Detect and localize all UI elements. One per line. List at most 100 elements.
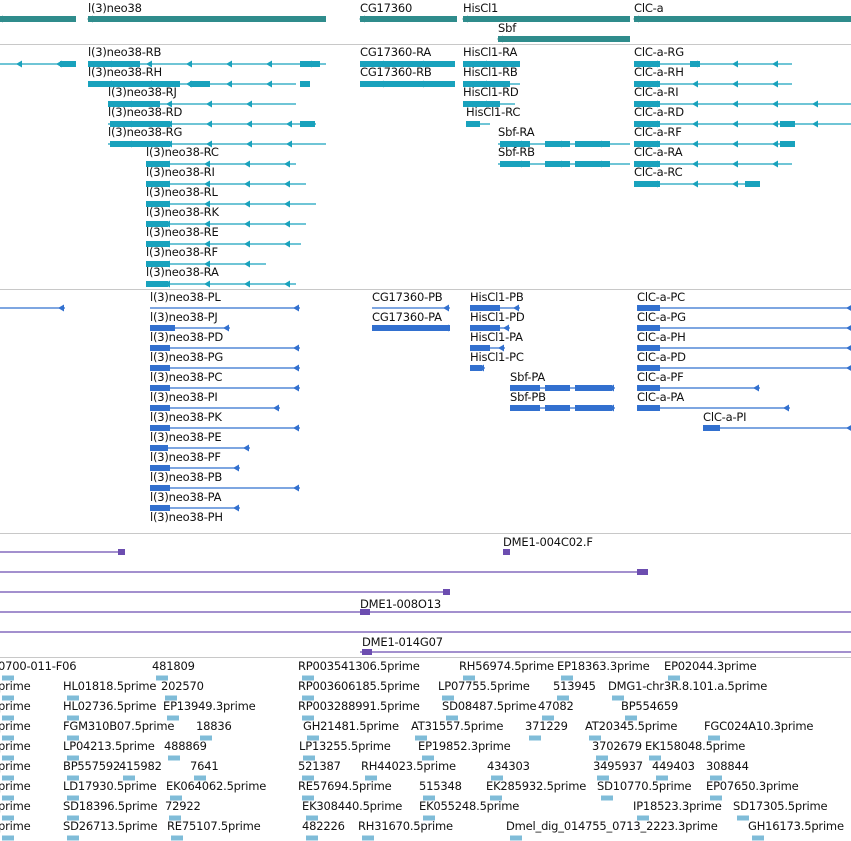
protein-exon[interactable]	[150, 385, 170, 391]
est-label[interactable]: EK064062.5prime	[166, 779, 267, 793]
est-block[interactable]	[649, 755, 661, 761]
est-label[interactable]: RP003606185.5prime	[298, 679, 420, 693]
transcript-label[interactable]: ClC-a-RF	[634, 125, 682, 139]
transcript-label[interactable]: l(3)neo38-RC	[146, 145, 219, 159]
protein-exon[interactable]	[150, 445, 168, 451]
protein-exon[interactable]	[545, 385, 570, 391]
protein-label[interactable]: ClC-a-PD	[637, 350, 686, 364]
est-label[interactable]: 47082	[538, 699, 574, 713]
protein-label[interactable]: ClC-a-PC	[637, 290, 685, 304]
est-block[interactable]	[625, 715, 637, 721]
protein-exon[interactable]	[637, 345, 660, 351]
est-label[interactable]: 308844	[706, 759, 749, 773]
transcript-exon[interactable]	[146, 161, 170, 167]
transcript-label[interactable]: l(3)neo38-RA	[146, 265, 219, 279]
est-block[interactable]	[123, 775, 135, 781]
est-label[interactable]: LD17930.5prime	[63, 779, 157, 793]
transcript-exon[interactable]	[634, 81, 660, 87]
protein-label[interactable]: l(3)neo38-PF	[150, 450, 221, 464]
protein-exon[interactable]	[545, 405, 570, 411]
est-block[interactable]	[302, 775, 314, 781]
gene-label[interactable]: l(3)neo38	[88, 1, 142, 15]
est-block[interactable]	[67, 755, 79, 761]
protein-label[interactable]: HisCl1-PC	[470, 350, 524, 364]
transcript-exon[interactable]	[300, 121, 315, 127]
est-label[interactable]: LP07755.5prime	[438, 679, 530, 693]
gene-bar[interactable]	[634, 16, 851, 22]
est-block[interactable]	[2, 675, 14, 681]
transcript-exon[interactable]	[466, 121, 480, 127]
protein-exon[interactable]	[637, 385, 660, 391]
transcript-label[interactable]: HisCl1-RB	[463, 65, 518, 79]
protein-label[interactable]: HisCl1-PD	[470, 310, 525, 324]
transcript-exon[interactable]	[88, 81, 180, 87]
transcript-exon[interactable]	[634, 181, 660, 187]
protein-exon[interactable]	[470, 325, 500, 331]
est-label[interactable]: 72922	[165, 799, 201, 813]
est-label[interactable]: 449403	[652, 759, 695, 773]
protein-exon[interactable]	[150, 405, 170, 411]
transcript-label[interactable]: CG17360-RB	[360, 65, 432, 79]
protein-exon[interactable]	[150, 345, 170, 351]
est-label[interactable]: LP13255.5prime	[299, 739, 391, 753]
est-label[interactable]: EK285932.5prime	[486, 779, 587, 793]
est-block[interactable]	[423, 815, 435, 821]
est-label[interactable]: IP18523.3prime	[633, 799, 722, 813]
est-block[interactable]	[710, 775, 722, 781]
protein-label[interactable]: l(3)neo38-PE	[150, 430, 222, 444]
protein-label[interactable]: ClC-a-PA	[637, 390, 685, 404]
transcript-exon[interactable]	[575, 141, 610, 147]
gene-bar[interactable]	[88, 16, 326, 22]
est-block[interactable]	[597, 775, 609, 781]
protein-exon[interactable]	[703, 425, 720, 431]
transcript-exon[interactable]	[146, 221, 168, 227]
transcript-label[interactable]: l(3)neo38-RI	[146, 165, 215, 179]
est-label[interactable]: 0700-011-F06	[0, 659, 77, 673]
protein-exon[interactable]	[470, 305, 500, 311]
est-block[interactable]	[542, 715, 554, 721]
est-label[interactable]: prime	[0, 679, 31, 693]
clone-end-marker[interactable]	[637, 569, 648, 575]
clone-end-marker[interactable]	[118, 549, 125, 555]
transcript-exon[interactable]	[88, 61, 140, 67]
protein-exon[interactable]	[150, 465, 170, 471]
est-label[interactable]: RH56974.5prime	[459, 659, 554, 673]
est-label[interactable]: 515348	[419, 779, 462, 793]
est-label[interactable]: EP13949.3prime	[163, 699, 256, 713]
gene-label[interactable]: HisCl1	[463, 1, 499, 15]
est-block[interactable]	[442, 695, 454, 701]
est-label[interactable]: 371229	[525, 719, 568, 733]
gene-bar[interactable]	[463, 16, 630, 22]
est-label[interactable]: BP557592	[63, 759, 121, 773]
est-label[interactable]: EP02044.3prime	[664, 659, 757, 673]
est-block[interactable]	[302, 675, 314, 681]
est-block[interactable]	[2, 795, 14, 801]
protein-exon[interactable]	[575, 405, 612, 411]
protein-label[interactable]: ClC-a-PG	[637, 310, 686, 324]
est-label[interactable]: prime	[0, 739, 31, 753]
transcript-exon[interactable]	[110, 141, 170, 147]
est-block[interactable]	[2, 715, 14, 721]
est-label[interactable]: EK308440.5prime	[302, 799, 403, 813]
transcript-label[interactable]: HisCl1-RA	[463, 45, 518, 59]
est-block[interactable]	[302, 715, 314, 721]
transcript-label[interactable]: l(3)neo38-RK	[146, 205, 219, 219]
protein-label[interactable]: l(3)neo38-PG	[150, 350, 224, 364]
est-label[interactable]: FGC024A10.3prime	[704, 719, 814, 733]
protein-label[interactable]: l(3)neo38-PA	[150, 490, 222, 504]
transcript-exon[interactable]	[780, 121, 795, 127]
est-label[interactable]: EP19852.3prime	[418, 739, 511, 753]
protein-label[interactable]: l(3)neo38-PC	[150, 370, 223, 384]
est-block[interactable]	[303, 755, 315, 761]
protein-exon[interactable]	[372, 325, 450, 331]
protein-exon[interactable]	[150, 485, 170, 491]
transcript-exon[interactable]	[146, 281, 168, 287]
est-block[interactable]	[302, 695, 314, 701]
protein-exon[interactable]	[510, 405, 540, 411]
protein-exon[interactable]	[470, 345, 490, 351]
est-label[interactable]: 7641	[190, 759, 219, 773]
est-block[interactable]	[168, 755, 180, 761]
transcript-exon[interactable]	[146, 181, 170, 187]
est-label[interactable]: 3495937	[593, 759, 643, 773]
est-block[interactable]	[194, 775, 206, 781]
